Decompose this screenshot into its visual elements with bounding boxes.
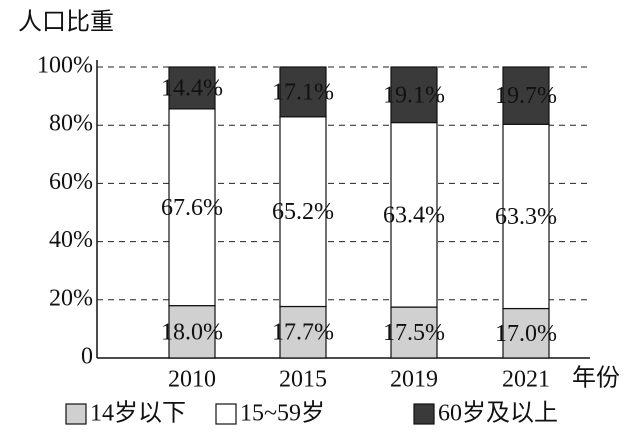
bar-segment bbox=[279, 305, 327, 359]
legend-swatch bbox=[215, 403, 237, 425]
bar-segment bbox=[168, 66, 216, 110]
value-label: 63.3% bbox=[495, 204, 557, 230]
bar-segment bbox=[279, 66, 327, 118]
y-tick-label: 80% bbox=[49, 111, 93, 137]
y-tick-label: 0 bbox=[81, 344, 93, 370]
bar-segment bbox=[168, 108, 216, 307]
bar-segment bbox=[502, 307, 550, 359]
y-axis-title: 人口比重 bbox=[18, 9, 114, 36]
bar-segment bbox=[502, 123, 550, 310]
bar-segment bbox=[390, 306, 438, 359]
legend-label: 60岁及以上 bbox=[438, 400, 558, 427]
bar-segment bbox=[168, 305, 216, 359]
legend-swatch bbox=[413, 403, 435, 425]
legend-label: 15~59岁 bbox=[240, 400, 325, 427]
value-label: 17.5% bbox=[383, 320, 445, 346]
x-axis-title: 年份 bbox=[572, 365, 620, 392]
value-label: 19.1% bbox=[383, 82, 445, 108]
x-tick-label: 2010 bbox=[168, 367, 216, 393]
legend-label: 14岁以下 bbox=[90, 400, 186, 427]
bar-segment bbox=[279, 116, 327, 308]
value-label: 17.1% bbox=[272, 79, 334, 105]
value-label: 19.7% bbox=[495, 83, 557, 109]
value-label: 65.2% bbox=[272, 199, 334, 225]
x-tick-label: 2019 bbox=[390, 367, 438, 393]
bar-segment bbox=[390, 66, 438, 124]
x-tick-label: 2021 bbox=[502, 367, 550, 393]
value-label: 67.6% bbox=[161, 195, 223, 221]
y-tick-label: 100% bbox=[37, 53, 93, 79]
value-label: 63.4% bbox=[383, 202, 445, 228]
value-label: 17.7% bbox=[272, 320, 334, 346]
legend-swatch bbox=[65, 403, 87, 425]
value-label: 18.0% bbox=[161, 319, 223, 345]
x-tick-label: 2015 bbox=[279, 367, 327, 393]
value-label: 17.0% bbox=[495, 321, 557, 347]
y-tick-label: 20% bbox=[49, 285, 93, 311]
y-tick-label: 60% bbox=[49, 169, 93, 195]
bar-segment bbox=[390, 121, 438, 308]
value-label: 14.4% bbox=[161, 75, 223, 101]
y-tick-label: 40% bbox=[49, 227, 93, 253]
bar-segment bbox=[502, 66, 550, 125]
